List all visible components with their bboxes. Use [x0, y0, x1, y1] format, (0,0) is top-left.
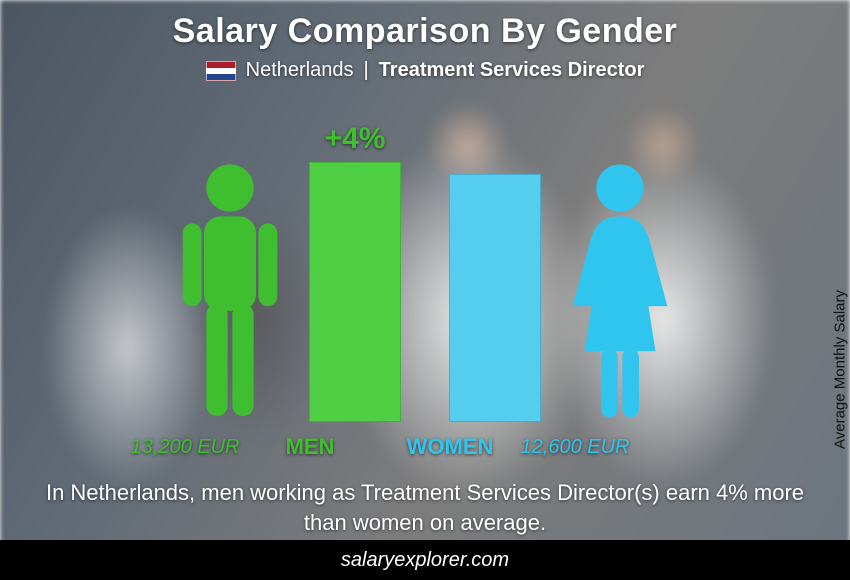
women-label: WOMEN	[395, 434, 505, 460]
men-bar	[309, 162, 401, 422]
netherlands-flag-icon	[206, 61, 236, 81]
women-salary-value: 12,600 EUR	[505, 436, 645, 459]
y-axis-label: Average Monthly Salary	[832, 290, 849, 449]
subtitle-separator: |	[363, 59, 368, 82]
infographic-container: Salary Comparison By Gender Netherlands …	[0, 0, 850, 580]
country-label: Netherlands	[246, 59, 354, 82]
women-bar	[449, 174, 541, 422]
subtitle-row: Netherlands | Treatment Services Directo…	[206, 59, 645, 82]
summary-text: In Netherlands, men working as Treatment…	[45, 478, 805, 537]
pct-difference-label: +4%	[325, 122, 386, 156]
men-salary-value: 13,200 EUR	[115, 436, 255, 459]
male-icon	[170, 162, 290, 422]
men-label: MEN	[255, 434, 365, 460]
labels-row: 13,200 EUR MEN WOMEN 12,600 EUR	[115, 434, 735, 460]
chart-area: +4%	[115, 92, 735, 422]
women-bar-column	[440, 92, 550, 422]
female-icon	[560, 162, 680, 422]
men-icon-column	[160, 92, 300, 422]
women-icon-column	[550, 92, 690, 422]
role-label: Treatment Services Director	[379, 59, 645, 82]
men-bar-column: +4%	[300, 92, 410, 422]
footer-source: salaryexplorer.com	[0, 540, 850, 580]
page-title: Salary Comparison By Gender	[173, 12, 678, 51]
